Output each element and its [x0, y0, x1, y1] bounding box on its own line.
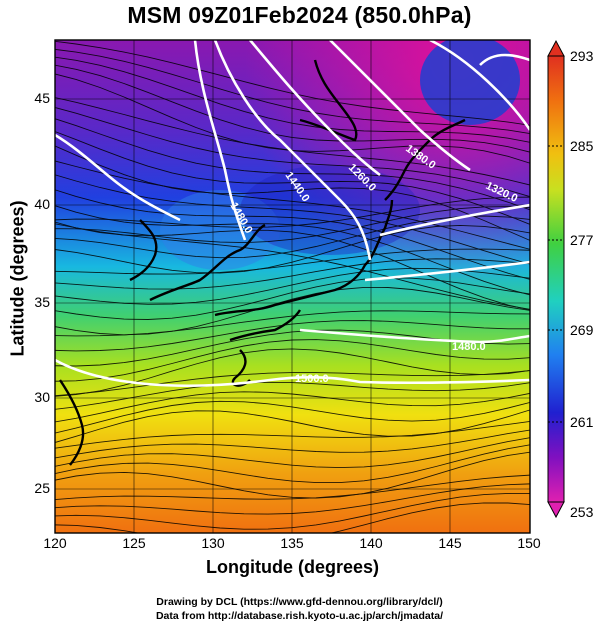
y-tick-label: 35: [34, 294, 50, 310]
streamline: [55, 348, 530, 397]
streamline: [55, 267, 530, 305]
streamline: [55, 258, 530, 290]
streamline: [55, 391, 530, 423]
lat-lon-grid: [55, 40, 530, 533]
plot-frame: [54, 39, 531, 534]
streamline: [55, 474, 530, 501]
streamline: [55, 224, 530, 274]
streamline: [55, 421, 530, 449]
colorbar: [547, 39, 565, 519]
streamline: [55, 215, 530, 259]
streamline: [55, 444, 530, 484]
y-tick-label: 40: [34, 196, 50, 212]
streamline: [55, 437, 530, 469]
streamline: [55, 107, 530, 198]
streamline: [55, 223, 530, 310]
x-axis-label: Longitude (degrees): [205, 557, 379, 577]
credit-drawing: Drawing by DCL (https://www.gfd-dennou.o…: [156, 596, 443, 608]
streamline: [55, 145, 530, 241]
streamline: [55, 56, 530, 143]
streamline: [55, 502, 530, 533]
streamline: [55, 320, 530, 352]
temperature-field: [55, 40, 530, 533]
colorbar-tick: 253: [570, 504, 594, 520]
colorbar-tick: 269: [570, 322, 594, 338]
streamline: [55, 174, 530, 265]
streamline: [55, 48, 530, 135]
streamline: [55, 451, 530, 499]
streamline: [55, 277, 530, 320]
x-tick-label: 125: [122, 535, 146, 551]
y-tick-label: 30: [34, 389, 50, 405]
map-title: MSM 09Z01Feb2024 (850.0hPa): [127, 2, 472, 28]
streamline: [55, 64, 530, 153]
streamline: [55, 400, 530, 434]
streamline: [55, 40, 530, 126]
streamline: [55, 196, 530, 228]
streamline: [55, 310, 530, 337]
colorbar-tick: 285: [570, 138, 594, 154]
x-tick-label: 145: [438, 535, 462, 551]
height-contours: [55, 40, 530, 388]
streamline: [55, 160, 530, 250]
y-tick-label: 25: [34, 480, 50, 496]
streamline: [55, 206, 530, 244]
streamline: [55, 189, 530, 280]
streamline: [55, 131, 530, 225]
x-tick-label: 120: [43, 535, 67, 551]
streamline: [55, 370, 530, 397]
streamline: [55, 429, 530, 459]
y-axis-label: Latitude (degrees): [7, 200, 28, 357]
x-tick-label: 135: [280, 535, 304, 551]
colorbar-tick: 261: [570, 414, 594, 430]
contour-label: 1480.0: [452, 341, 486, 353]
x-tick-label: 140: [359, 535, 383, 551]
credit-data: Data from http://database.rish.kyoto-u.a…: [155, 610, 444, 622]
streamline: [55, 339, 530, 382]
streamline: [55, 248, 530, 275]
streamline: [55, 118, 530, 211]
x-tick-label: 130: [201, 535, 225, 551]
streamline: [55, 381, 530, 410]
x-tick-label: 150: [517, 535, 541, 551]
colorbar-tick: 277: [570, 232, 594, 248]
y-tick-label: 45: [34, 90, 50, 106]
wind-streamlines: [55, 40, 530, 533]
streamline: [55, 492, 530, 530]
colorbar-tick: 293: [570, 48, 594, 64]
contour-label: 1500.0: [295, 373, 329, 385]
streamline: [55, 97, 530, 186]
streamline: [55, 483, 530, 515]
